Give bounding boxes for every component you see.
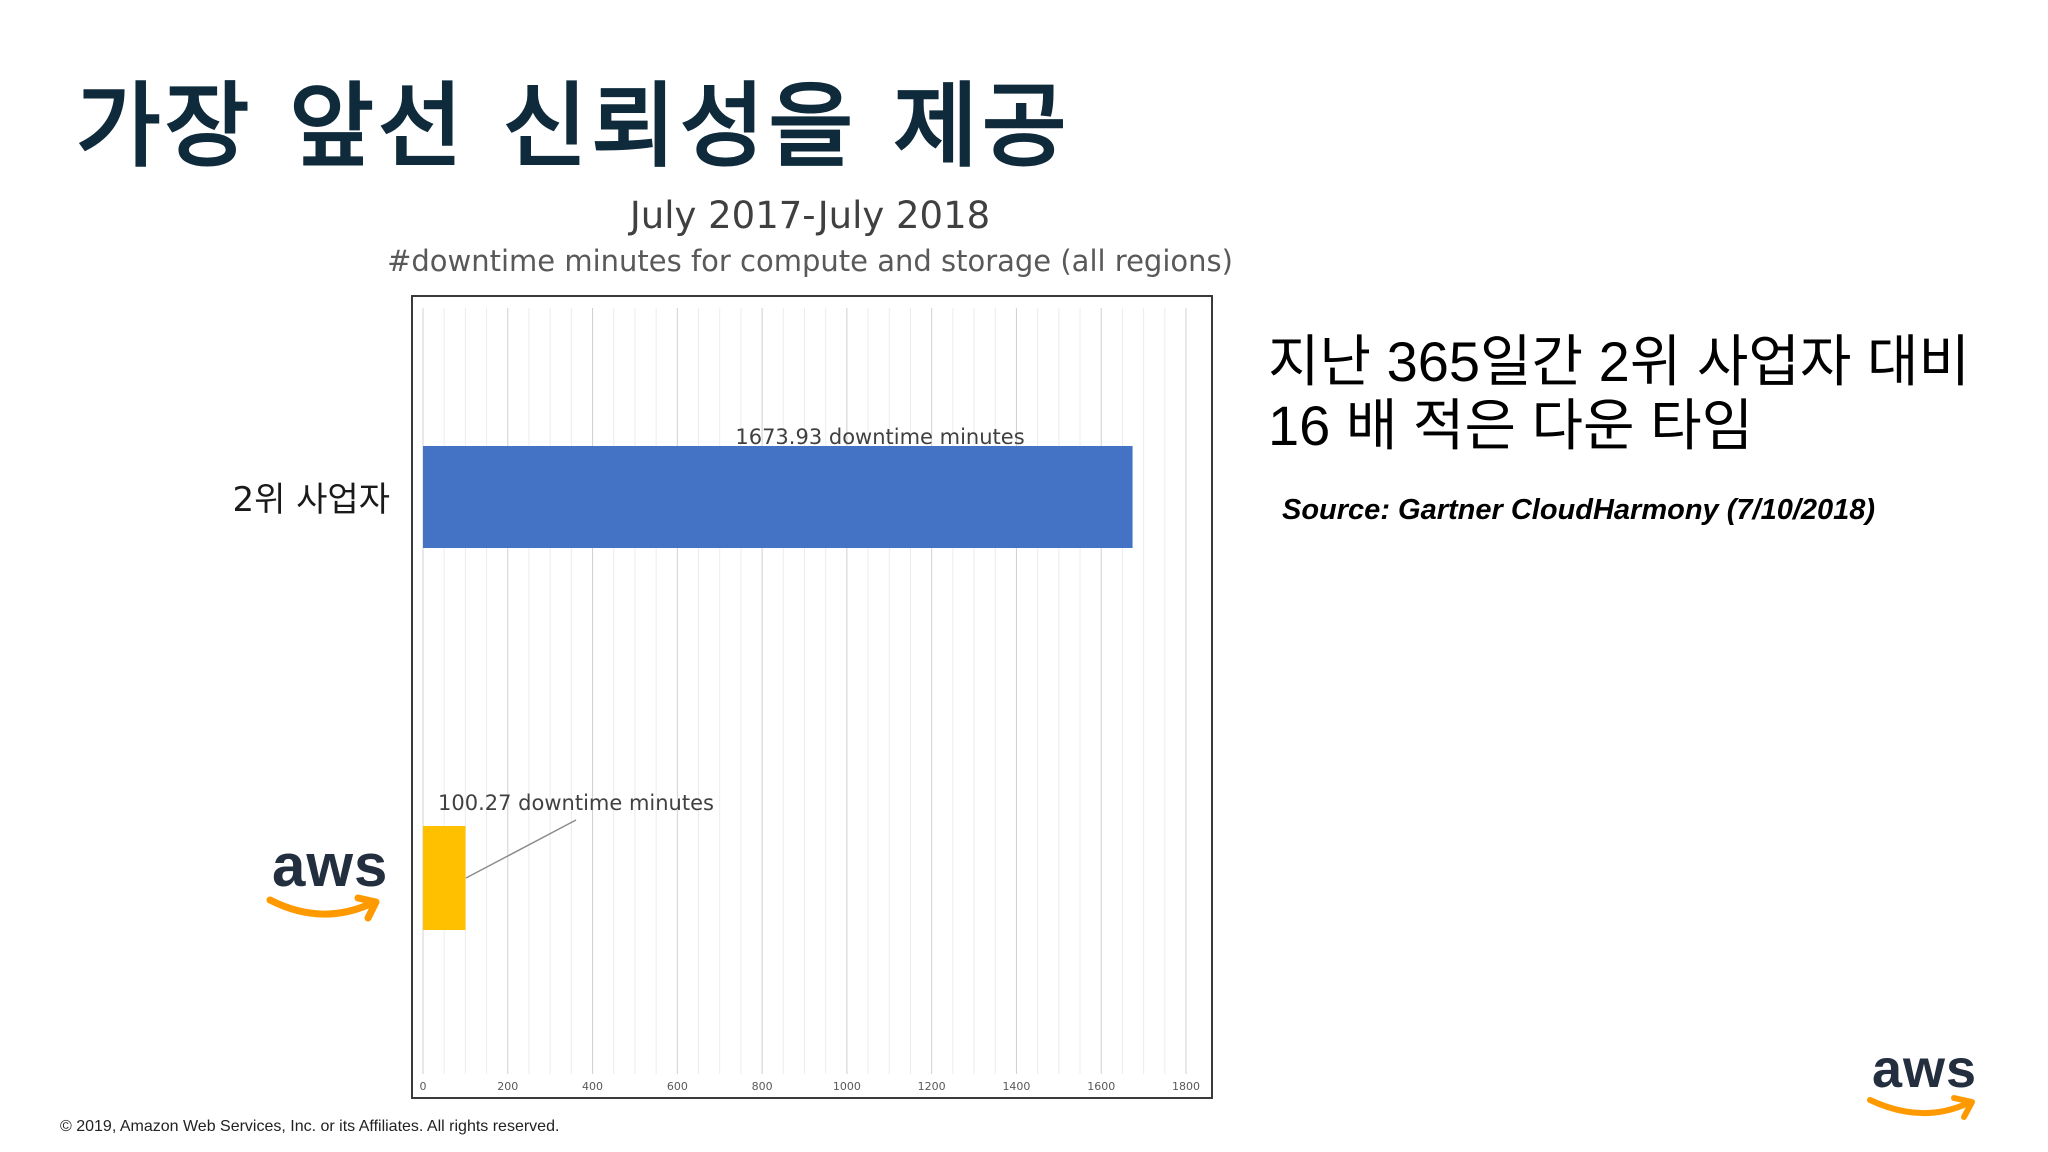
x-tick-label: 1000 (833, 1080, 861, 1093)
x-tick-label: 600 (667, 1080, 688, 1093)
copyright-text: © 2019, Amazon Web Services, Inc. or its… (60, 1118, 560, 1135)
chart-subtitle: #downtime minutes for compute and storag… (387, 244, 1233, 278)
aws-corner-logo-text: aws (1872, 1039, 1978, 1099)
bar-0 (423, 446, 1133, 548)
aws-corner-smile-icon (1867, 1095, 1975, 1120)
x-tick-label: 1400 (1002, 1080, 1030, 1093)
x-tick-label: 0 (420, 1080, 427, 1093)
x-tick-label: 1800 (1172, 1080, 1200, 1093)
x-tick-label: 1600 (1087, 1080, 1115, 1093)
callout-line-2: 16 배 적은 다운 타임 (1268, 394, 1754, 457)
callout-line-1: 지난 365일간 2위 사업자 대비 (1268, 330, 1971, 393)
source-citation: Source: Gartner CloudHarmony (7/10/2018) (1282, 494, 1876, 526)
bar-1 (423, 826, 466, 930)
aws-smile-icon (266, 894, 380, 922)
category-label-competitor: 2위 사업자 (232, 480, 390, 520)
data-label-aws: 100.27 downtime minutes (438, 791, 714, 815)
x-tick-label: 200 (497, 1080, 518, 1093)
x-tick-label: 1200 (918, 1080, 946, 1093)
chart-title: July 2017-July 2018 (629, 194, 991, 237)
aws-logo-icon: aws (266, 832, 389, 928)
aws-logo-text: aws (272, 832, 389, 899)
x-tick-label: 400 (582, 1080, 603, 1093)
chart-frame (411, 295, 1213, 1099)
aws-logo-icon: aws (1867, 1039, 1986, 1126)
data-label-competitor: 1673.93 downtime minutes (735, 425, 1024, 449)
data-label-leader-line (465, 819, 577, 879)
slide-title: 가장 앞선 신뢰성을 제공 (76, 73, 1071, 180)
callout-text: 지난 365일간 2위 사업자 대비 16 배 적은 다운 타임 (1268, 330, 2008, 458)
x-tick-label: 800 (752, 1080, 773, 1093)
